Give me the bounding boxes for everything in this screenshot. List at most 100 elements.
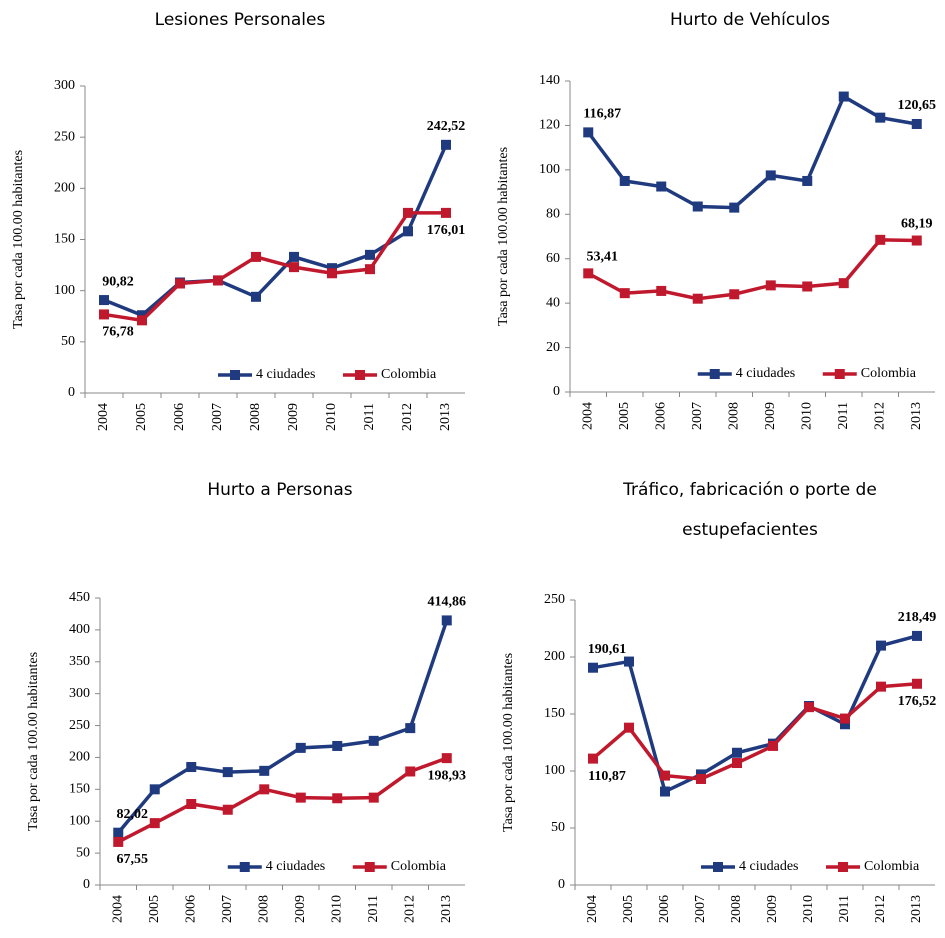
point-marker: [175, 278, 185, 289]
x-tick-label: 2013: [439, 895, 454, 923]
series-line: [586, 94, 918, 210]
y-tick-label: 400: [69, 622, 90, 637]
data-label: 82,02: [117, 807, 149, 822]
y-tick-label: 150: [54, 232, 75, 247]
y-tick-label: 150: [544, 706, 565, 721]
point-marker: [403, 226, 413, 237]
point-marker: [802, 175, 813, 186]
point-marker: [295, 792, 306, 803]
chart: Hurto de Vehículos Tasa por cada 100.00 h…: [496, 10, 936, 430]
point-marker: [911, 235, 922, 246]
x-tick-label: 2010: [329, 895, 344, 923]
y-tick-label: 250: [544, 592, 565, 607]
chart-title: Tráfico, fabricación o porte de: [622, 480, 877, 500]
point-marker: [332, 740, 343, 751]
point-marker: [875, 234, 886, 245]
point-marker: [403, 207, 413, 218]
point-marker: [149, 818, 160, 829]
point-marker: [619, 288, 630, 299]
chart: Tráfico, fabricación o porte de estupefac…: [501, 480, 936, 923]
y-tick-label: 300: [69, 686, 90, 701]
point-marker: [113, 827, 124, 838]
point-marker: [583, 127, 594, 138]
y-axis-label: Tasa por cada 100.00 habitantes: [496, 147, 511, 326]
data-label: 242,52: [427, 119, 466, 134]
x-tick-label: 2004: [580, 402, 595, 430]
y-tick-label: 40: [546, 295, 560, 310]
point-marker: [840, 713, 850, 724]
point-marker: [732, 747, 742, 758]
legend-marker: [713, 862, 723, 872]
point-marker: [619, 175, 630, 186]
data-label: 218,49: [898, 610, 937, 625]
chart: Hurto a Personas Tasa por cada 100.00 hab…: [26, 480, 466, 923]
y-tick-label: 0: [68, 385, 75, 400]
y-tick-label: 100: [544, 763, 565, 778]
point-marker: [588, 662, 598, 673]
x-tick-label: 2005: [617, 402, 632, 430]
series-line: [587, 238, 917, 301]
data-label: 198,93: [428, 768, 467, 783]
y-tick-label: 50: [61, 334, 75, 349]
data-label: 176,52: [898, 694, 937, 709]
x-tick-label: 2013: [438, 403, 453, 431]
point-marker: [186, 799, 197, 810]
point-marker: [692, 293, 703, 304]
point-marker: [583, 268, 594, 279]
y-tick-label: 20: [546, 340, 560, 355]
data-label: 116,87: [583, 107, 621, 122]
point-marker: [289, 251, 299, 262]
point-marker: [99, 309, 109, 320]
x-tick-label: 2010: [801, 895, 816, 923]
x-tick-label: 2012: [872, 402, 887, 430]
y-tick-label: 100: [539, 162, 560, 177]
point-marker: [327, 268, 337, 279]
point-marker: [768, 740, 778, 751]
point-marker: [656, 181, 667, 192]
legend-label: Colombia: [864, 859, 920, 874]
x-tick-label: 2010: [799, 402, 814, 430]
y-tick-label: 0: [83, 877, 90, 892]
legend-marker: [838, 862, 848, 872]
point-marker: [441, 139, 451, 150]
point-marker: [656, 285, 667, 296]
y-tick-label: 100: [54, 283, 75, 298]
x-tick-label: 2007: [220, 895, 235, 923]
x-tick-label: 2008: [256, 895, 271, 923]
point-marker: [588, 753, 598, 764]
point-marker: [838, 278, 849, 289]
data-label: 67,55: [117, 852, 149, 867]
y-tick-label: 50: [76, 845, 90, 860]
point-marker: [696, 773, 706, 784]
legend-label: 4 ciudades: [256, 367, 315, 382]
point-marker: [804, 702, 814, 713]
point-marker: [295, 742, 306, 753]
data-label: 76,78: [102, 325, 134, 340]
point-marker: [289, 262, 299, 273]
x-tick-label: 2010: [324, 403, 339, 431]
point-marker: [729, 202, 740, 213]
point-marker: [99, 295, 109, 306]
x-tick-label: 2004: [96, 403, 111, 431]
data-label: 414,86: [428, 595, 467, 610]
series-line: [117, 756, 448, 844]
x-tick-label: 2009: [765, 895, 780, 923]
data-label: 120,65: [898, 98, 937, 113]
x-tick-label: 2005: [147, 895, 162, 923]
legend-marker: [834, 369, 845, 379]
point-marker: [405, 766, 416, 777]
x-tick-label: 2008: [248, 403, 263, 431]
point-marker: [876, 640, 886, 651]
point-marker: [765, 170, 776, 181]
point-marker: [729, 289, 740, 300]
point-marker: [222, 767, 233, 778]
x-tick-label: 2013: [909, 402, 924, 430]
y-tick-label: 50: [551, 820, 565, 835]
point-marker: [624, 722, 634, 733]
point-marker: [251, 291, 261, 302]
x-tick-label: 2006: [183, 895, 198, 923]
point-marker: [876, 681, 886, 692]
y-tick-label: 80: [546, 207, 560, 222]
x-tick-label: 2004: [110, 895, 125, 923]
x-tick-label: 2008: [729, 895, 744, 923]
